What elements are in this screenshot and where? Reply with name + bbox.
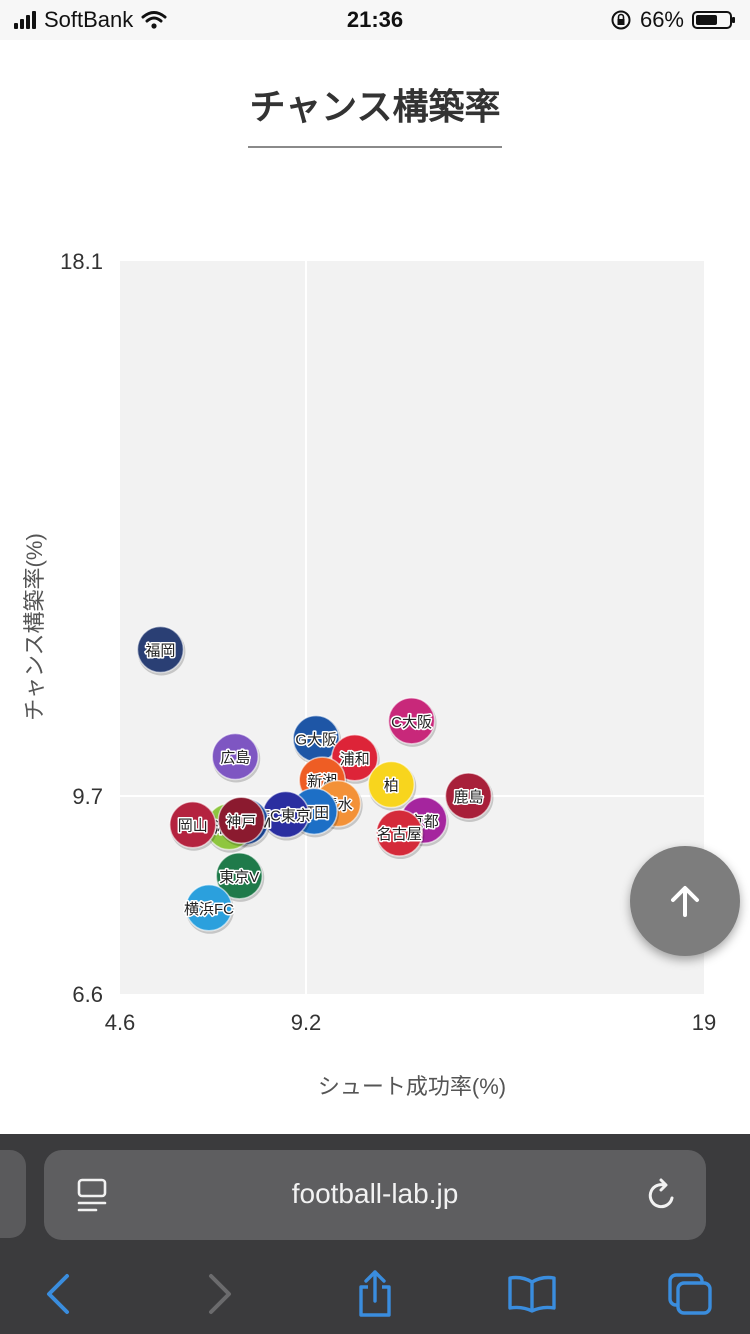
- browser-bar: football-lab.jp: [0, 1134, 750, 1334]
- data-point-label: 東京V: [219, 869, 259, 886]
- data-point[interactable]: C大阪: [387, 697, 437, 747]
- scatter-chart: 福岡C大阪G大阪浦和広島新湘柏鹿島清水町田FC東京横浜FM湘南神戸岡山京都名古屋…: [22, 249, 716, 1099]
- address-url[interactable]: football-lab.jp: [291, 1178, 459, 1209]
- carrier-label: SoftBank: [44, 7, 134, 32]
- tabs-icon: [668, 1273, 712, 1315]
- data-point-label: 浦和: [340, 751, 370, 768]
- data-points: 福岡C大阪G大阪浦和広島新湘柏鹿島清水町田FC東京横浜FM湘南神戸岡山京都名古屋…: [136, 625, 494, 934]
- battery-icon: [692, 11, 735, 29]
- signal-icon: [14, 11, 36, 29]
- battery-percent: 66%: [639, 7, 684, 32]
- data-point-marker: [444, 772, 493, 820]
- status-right: 66%: [610, 7, 735, 33]
- back-button[interactable]: [28, 1266, 88, 1322]
- share-button[interactable]: [345, 1266, 405, 1322]
- x-axis-label: シュート成功率(%): [318, 1074, 506, 1099]
- data-point-marker: [367, 760, 416, 809]
- y-axis-label: チャンス構築率(%): [22, 533, 47, 721]
- forward-icon: [209, 1274, 231, 1314]
- data-point-marker: [185, 884, 233, 932]
- x-tick-label: 4.6: [105, 1010, 136, 1035]
- data-point-label: FC東京: [261, 808, 311, 825]
- data-point-marker: [387, 697, 436, 745]
- data-point-label: 柏: [384, 778, 399, 795]
- page-menu-icon[interactable]: [76, 1178, 110, 1214]
- orientation-lock-icon: [611, 10, 631, 30]
- data-point-label: 岡山: [178, 818, 208, 835]
- data-point-label: 名古屋: [377, 826, 422, 843]
- battery-fill: [696, 15, 717, 25]
- forward-button[interactable]: [190, 1266, 250, 1322]
- wifi-icon: [141, 11, 167, 29]
- back-icon: [47, 1274, 69, 1314]
- data-point-marker: [375, 809, 424, 857]
- data-point-label: 横浜FC: [184, 901, 234, 918]
- status-bar: SoftBank 21:36 66%: [0, 0, 750, 40]
- bookmarks-button[interactable]: [502, 1266, 562, 1322]
- data-point[interactable]: G大阪: [292, 714, 342, 765]
- address-bar[interactable]: football-lab.jp: [44, 1150, 706, 1240]
- data-point[interactable]: 鹿島: [444, 772, 494, 822]
- status-time: 21:36: [346, 7, 404, 32]
- reload-icon[interactable]: [644, 1176, 680, 1214]
- data-point[interactable]: 柏: [367, 760, 417, 811]
- data-point[interactable]: 名古屋: [375, 809, 425, 860]
- data-point-label: 鹿島: [453, 789, 483, 806]
- y-tick-label: 9.7: [72, 784, 103, 809]
- scroll-to-top-button[interactable]: [630, 846, 740, 956]
- data-point-marker: [211, 732, 259, 781]
- plot-area: [120, 261, 704, 994]
- data-point-marker: [215, 852, 264, 900]
- y-tick-label: 18.1: [60, 249, 103, 274]
- page-title: チャンス構築率: [247, 78, 503, 148]
- data-point-marker: [136, 625, 185, 674]
- data-point-label: 福岡: [145, 643, 175, 660]
- axis-ticks: 4.6 9.2 19 18.1 9.7 6.6: [60, 249, 716, 1035]
- data-point[interactable]: 岡山: [169, 800, 218, 851]
- bookmarks-icon: [508, 1275, 556, 1313]
- data-point[interactable]: 広島: [211, 732, 261, 783]
- data-point-label: G大阪: [295, 732, 337, 749]
- data-point-marker: [217, 796, 266, 845]
- data-point-marker: [169, 800, 217, 849]
- x-tick-label: 9.2: [291, 1010, 322, 1035]
- data-point-label: 神戸: [226, 813, 256, 830]
- page-title-wrap: チャンス構築率: [0, 78, 750, 148]
- data-point[interactable]: 神戸: [217, 796, 267, 847]
- tabs-button[interactable]: [660, 1266, 720, 1322]
- data-point-label: C大阪: [391, 714, 432, 731]
- data-point-label: 広島: [220, 750, 250, 767]
- previous-tab-preview[interactable]: [0, 1150, 26, 1238]
- status-left: SoftBank: [14, 7, 167, 33]
- data-point[interactable]: 福岡: [136, 625, 186, 676]
- y-tick-label: 6.6: [72, 982, 103, 1007]
- share-icon: [359, 1270, 391, 1317]
- data-point[interactable]: 横浜FC: [182, 884, 236, 934]
- arrow-up-icon: [671, 886, 699, 917]
- data-point[interactable]: 東京V: [215, 852, 265, 902]
- data-point[interactable]: FC東京: [259, 790, 312, 841]
- x-tick-label: 19: [692, 1010, 716, 1035]
